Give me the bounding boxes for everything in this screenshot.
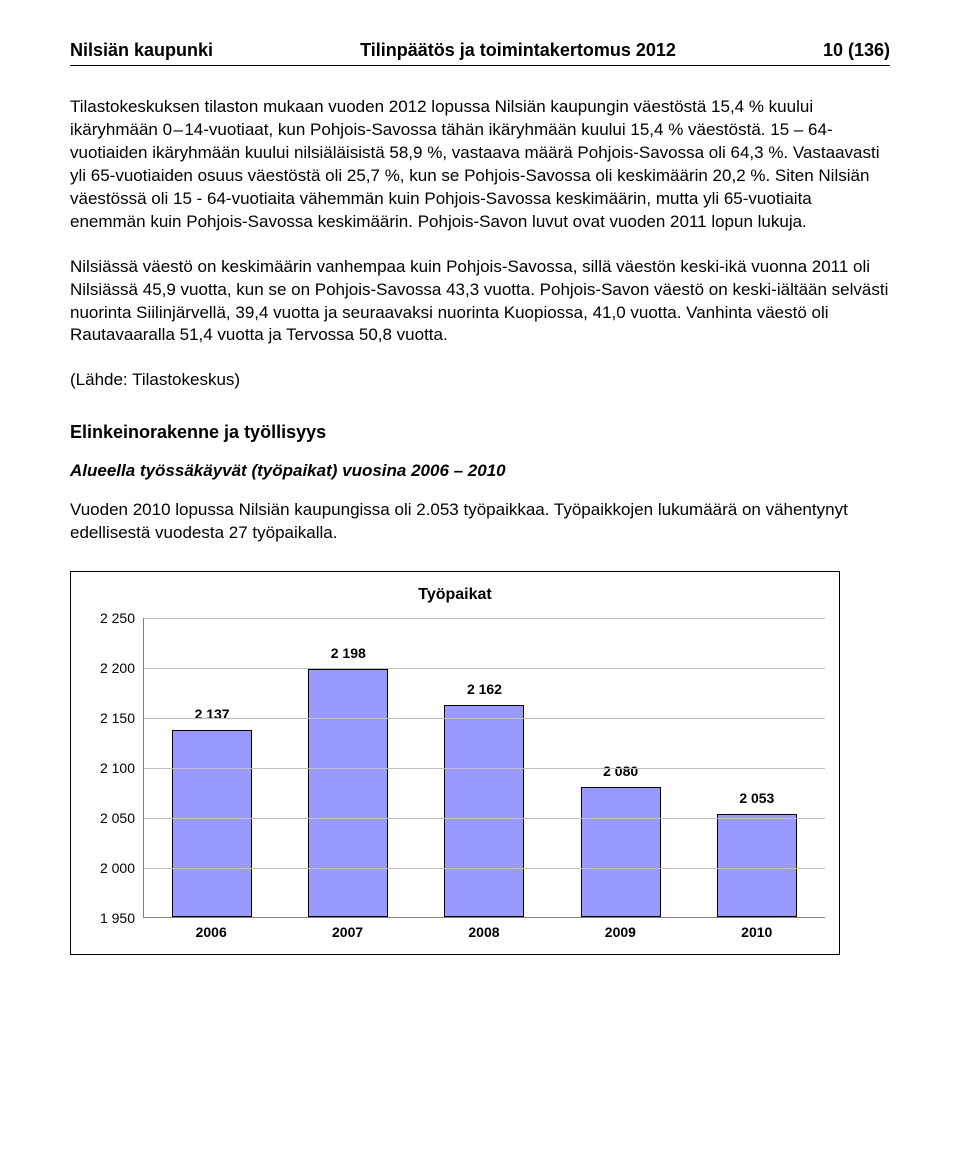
chart-bar-value-label: 2 080 bbox=[603, 763, 638, 779]
chart-x-tick-label: 2006 bbox=[143, 924, 279, 940]
page-header: Nilsiän kaupunki Tilinpäätös ja toiminta… bbox=[70, 40, 890, 61]
chart-x-tick-label: 2007 bbox=[279, 924, 415, 940]
chart-bar bbox=[717, 814, 797, 917]
chart-y-tick-label: 2 050 bbox=[100, 810, 135, 826]
chart-bar-column: 2 162 bbox=[416, 705, 552, 917]
header-divider bbox=[70, 65, 890, 66]
chart-bar-column: 2 198 bbox=[280, 669, 416, 917]
section-heading: Elinkeinorakenne ja työllisyys bbox=[70, 422, 890, 443]
chart-bar-value-label: 2 137 bbox=[195, 706, 230, 722]
chart-y-tick-label: 2 200 bbox=[100, 660, 135, 676]
body-paragraph: Nilsiässä väestö on keskimäärin vanhempa… bbox=[70, 256, 890, 348]
chart-bar-column: 2 053 bbox=[689, 814, 825, 917]
chart-bar-value-label: 2 162 bbox=[467, 681, 502, 697]
chart-gridline bbox=[144, 668, 825, 669]
document-page: Nilsiän kaupunki Tilinpäätös ja toiminta… bbox=[0, 0, 960, 995]
chart-y-tick-label: 2 000 bbox=[100, 860, 135, 876]
jobs-bar-chart: Työpaikat 2 250 2 200 2 150 2 100 2 050 2 000… bbox=[70, 571, 840, 955]
sub-heading: Alueella työssäkäyvät (työpaikat) vuosin… bbox=[70, 461, 890, 481]
chart-y-tick-label: 1 950 bbox=[100, 910, 135, 926]
header-document-title: Tilinpäätös ja toimintakertomus 2012 bbox=[360, 40, 676, 61]
chart-y-axis: 2 2502 2002 1502 1002 0502 0001 950 bbox=[85, 618, 143, 918]
chart-bar bbox=[581, 787, 661, 917]
chart-bar-value-label: 2 198 bbox=[331, 645, 366, 661]
chart-y-tick-label: 2 250 bbox=[100, 610, 135, 626]
chart-bar-column: 2 080 bbox=[553, 787, 689, 917]
chart-title: Työpaikat bbox=[85, 586, 825, 604]
header-municipality: Nilsiän kaupunki bbox=[70, 40, 213, 61]
chart-bar bbox=[444, 705, 524, 917]
body-paragraph: Vuoden 2010 lopussa Nilsiän kaupungissa … bbox=[70, 499, 890, 545]
chart-plot-area: 2 1372 1982 1622 0802 053 bbox=[143, 618, 825, 918]
chart-bar bbox=[172, 730, 252, 917]
body-paragraph: Tilastokeskuksen tilaston mukaan vuoden … bbox=[70, 96, 890, 234]
chart-bar bbox=[308, 669, 388, 917]
chart-bar-column: 2 137 bbox=[144, 730, 280, 917]
header-page-number: 10 (136) bbox=[823, 40, 890, 61]
chart-gridline bbox=[144, 768, 825, 769]
chart-bar-value-label: 2 053 bbox=[739, 790, 774, 806]
chart-x-tick-label: 2009 bbox=[552, 924, 688, 940]
chart-x-tick-label: 2010 bbox=[689, 924, 825, 940]
chart-gridline bbox=[144, 718, 825, 719]
chart-gridline bbox=[144, 618, 825, 619]
chart-gridline bbox=[144, 868, 825, 869]
chart-y-tick-label: 2 100 bbox=[100, 760, 135, 776]
chart-gridline bbox=[144, 818, 825, 819]
chart-x-tick-label: 2008 bbox=[416, 924, 552, 940]
chart-area: 2 2502 2002 1502 1002 0502 0001 950 2 13… bbox=[85, 618, 825, 918]
chart-y-tick-label: 2 150 bbox=[100, 710, 135, 726]
source-citation: (Lähde: Tilastokeskus) bbox=[70, 369, 890, 392]
chart-x-axis: 20062007200820092010 bbox=[143, 924, 825, 940]
